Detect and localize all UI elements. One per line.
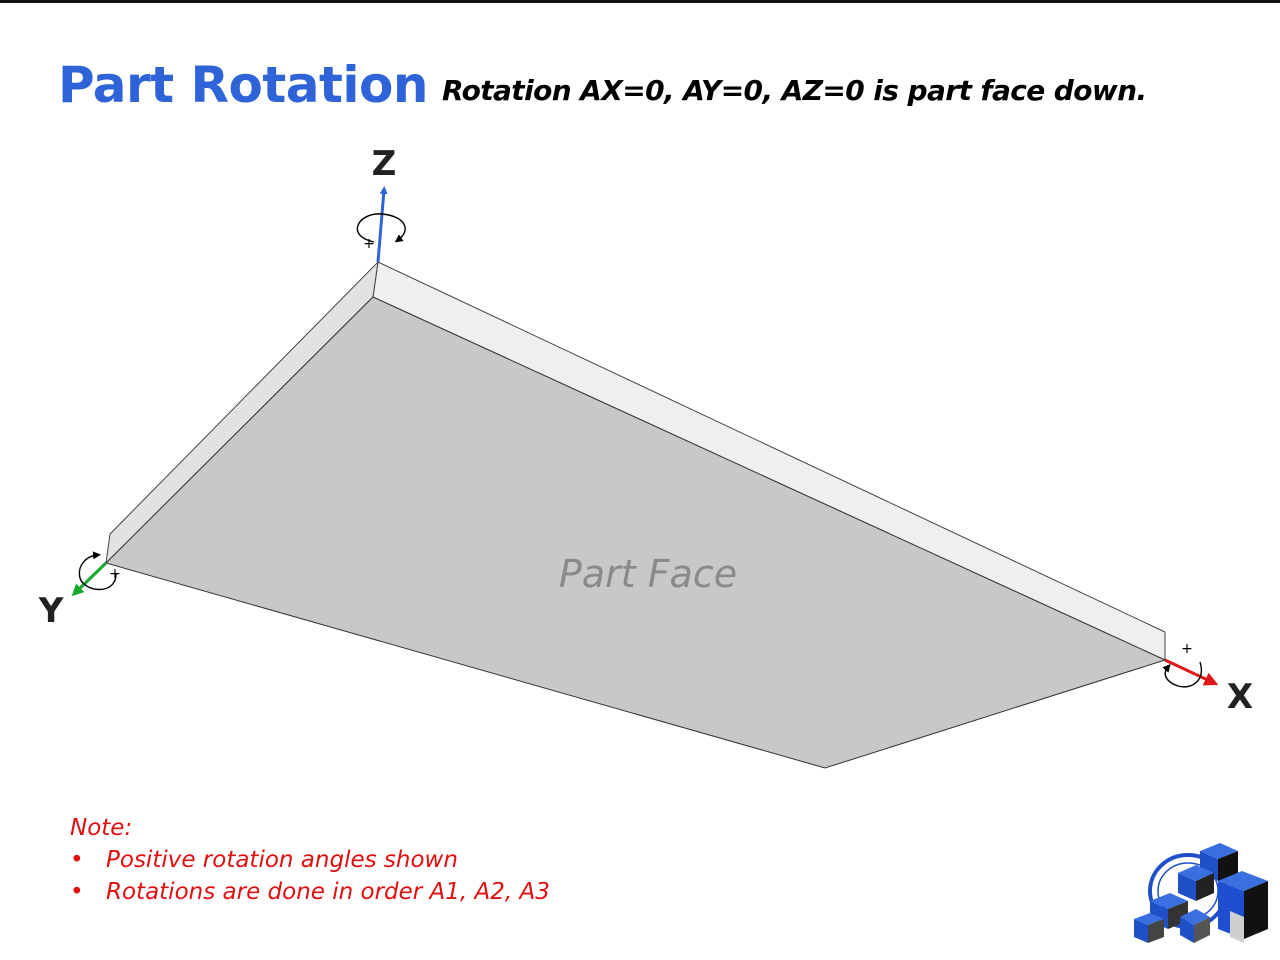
x-rotation-sign: + (1181, 641, 1193, 657)
y-axis-label: Y (38, 591, 64, 631)
x-rotation-arrow-icon (1162, 661, 1203, 688)
company-logo-icon (1134, 843, 1268, 943)
z-axis-label: Z (372, 144, 397, 184)
y-rotation-arrow-icon (78, 551, 117, 591)
z-axis: + Z (356, 144, 406, 263)
y-axis-arrow (71, 561, 108, 597)
note-list: • Positive rotation angles shown • Rotat… (70, 844, 550, 908)
y-axis: + Y (38, 551, 121, 631)
note-item: • Rotations are done in order A1, A2, A3 (70, 876, 550, 908)
note-item-text: Rotations are done in order A1, A2, A3 (106, 879, 550, 905)
note-box: Note: • Positive rotation angles shown •… (70, 812, 550, 908)
part-face-label: Part Face (559, 552, 737, 596)
note-heading: Note: (70, 815, 133, 841)
part-face (105, 296, 1167, 769)
page-subtitle: Rotation AX=0, AY=0, AZ=0 is part face d… (442, 74, 1147, 107)
page-title: Part Rotation (58, 56, 429, 114)
z-axis-arrow (376, 186, 388, 263)
note-bullet: • (70, 879, 84, 905)
note-item: • Positive rotation angles shown (70, 844, 550, 876)
note-bullet: • (70, 847, 84, 873)
top-rule (0, 0, 1280, 3)
x-axis-arrow (1164, 658, 1219, 686)
x-axis: + X (1162, 641, 1253, 717)
z-rotation-arrow-icon (356, 213, 406, 243)
z-rotation-sign: + (363, 236, 375, 252)
x-axis-label: X (1227, 677, 1253, 717)
y-rotation-sign: + (109, 566, 121, 582)
note-item-text: Positive rotation angles shown (106, 847, 458, 873)
